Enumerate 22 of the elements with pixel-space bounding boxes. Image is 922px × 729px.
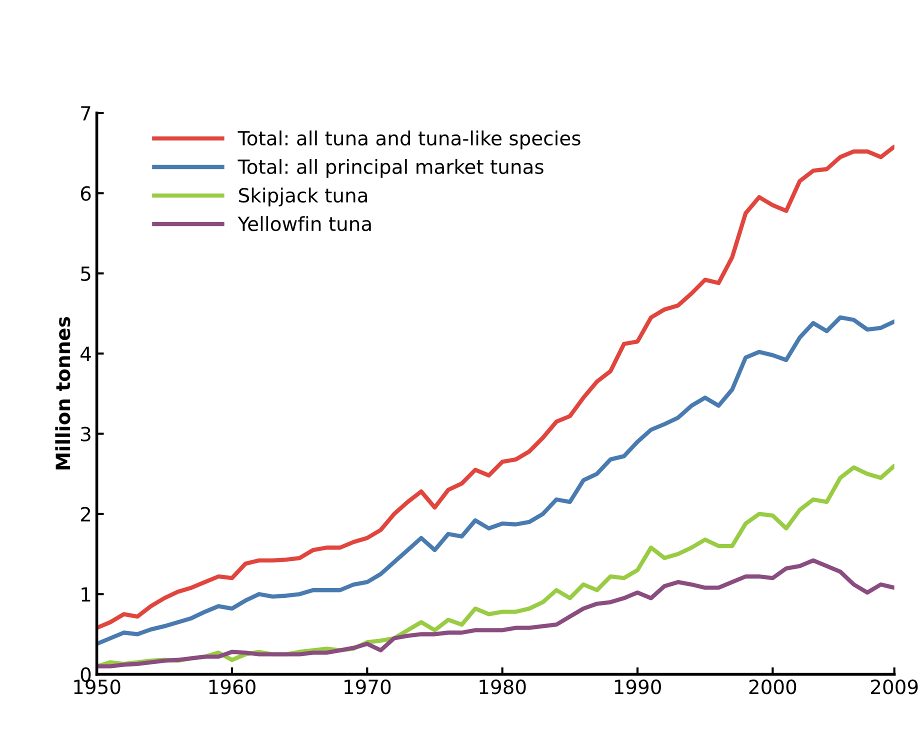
y-tick-label: 7 xyxy=(81,106,90,120)
legend-label: Total: all tuna and tuna-like species xyxy=(238,130,580,150)
y-tick-label: 0 xyxy=(80,667,91,682)
legend-label: Total: all principal market tunas xyxy=(238,159,544,178)
y-tick-label: 6 xyxy=(80,186,91,201)
x-tick-label: 1970 xyxy=(344,680,391,694)
y-tick-label: 3 xyxy=(81,426,90,442)
x-tick-label: 1950 xyxy=(74,680,120,694)
x-tick-label: 2009 xyxy=(871,680,918,694)
x-tick-label: 1960 xyxy=(209,680,256,694)
legend-label: Skipjack tuna xyxy=(239,188,368,206)
y-tick-label: 5 xyxy=(81,266,90,282)
y-tick-label: 1 xyxy=(82,587,90,602)
y-axis-title: Million tonnes xyxy=(55,317,70,470)
x-tick-label: 1980 xyxy=(480,680,526,694)
x-tick-label: 1990 xyxy=(614,680,661,694)
line-series xyxy=(96,558,894,668)
y-tick-label: 4 xyxy=(80,346,91,361)
line-series xyxy=(96,315,894,646)
y-tick-label: 2 xyxy=(81,506,90,522)
x-tick-label: 2000 xyxy=(749,680,796,694)
legend-label: Yellowfin tuna xyxy=(238,216,371,232)
